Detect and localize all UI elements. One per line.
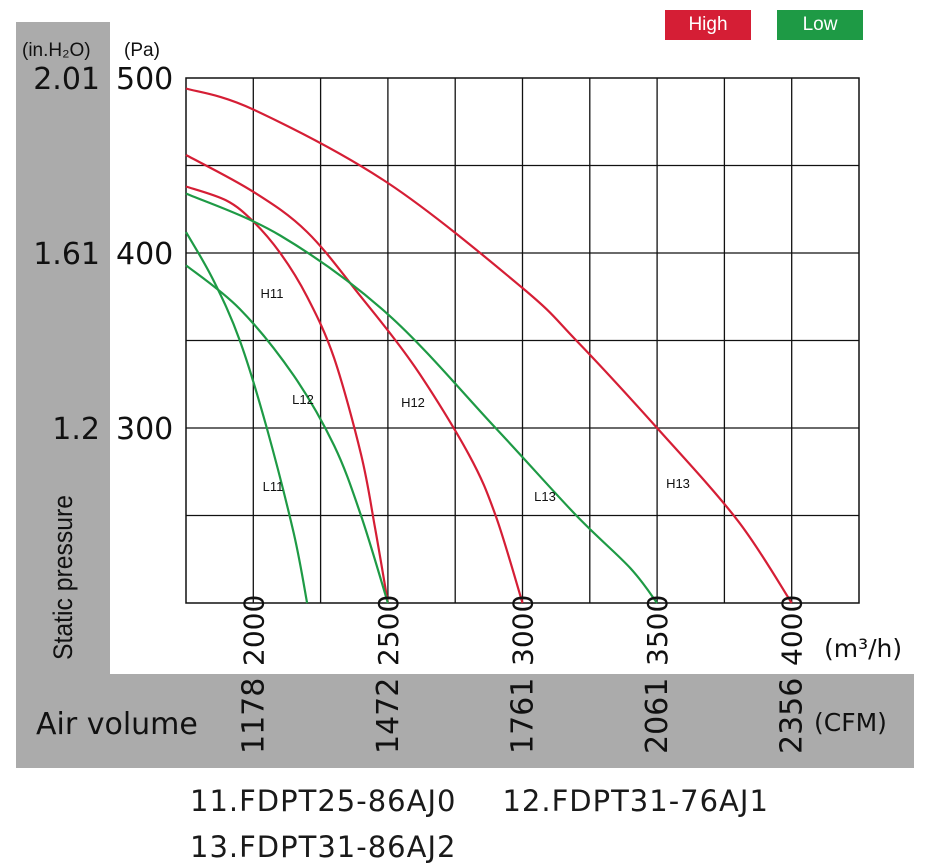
- inh2o-unit-label: (in.H₂O): [22, 40, 91, 61]
- model-list-row-1: 11.FDPT25-86AJ0 12.FDPT31-76AJ1: [190, 784, 769, 818]
- curve-h12: [185, 154, 524, 604]
- curve-label-h12: H12: [401, 395, 425, 410]
- y-tick-labels: 300 1.2 400 1.61 500 2.01: [33, 62, 173, 447]
- model-11: 11.FDPT25-86AJ0: [190, 784, 457, 818]
- x-tick-m3h-4000: 4000: [776, 595, 809, 666]
- y-tick-pa-500: 500: [116, 62, 173, 97]
- x-tick-cfm: 1472: [371, 678, 406, 754]
- curve-l11: [185, 231, 309, 604]
- y-axis-panel: [16, 22, 110, 768]
- curve-h11: [185, 185, 389, 604]
- air-volume-label: Air volume: [36, 707, 198, 742]
- curve-l12: [185, 264, 389, 604]
- static-pressure-label: Static pressure: [48, 495, 78, 660]
- curve-label-l12: L12: [292, 392, 314, 407]
- model-list-row-2: 13.FDPT31-86AJ2: [190, 830, 456, 864]
- curve-l13: [185, 192, 658, 604]
- y-tick-pa-400: 400: [116, 237, 173, 272]
- x-tick-m3h-3500: 3500: [641, 595, 674, 666]
- curves: [185, 87, 793, 604]
- y-tick-inh2o: 1.61: [33, 237, 100, 272]
- curve-labels: H11 H12 H13 L11 L12 L13: [261, 286, 690, 504]
- low-speed-legend: Low speed: [777, 10, 863, 65]
- y-tick-pa-300: 300: [116, 412, 173, 447]
- x-tick-cfm: 2356: [775, 678, 810, 754]
- curve-label-h11: H11: [261, 286, 284, 301]
- high-speed-legend: High speed: [665, 10, 751, 65]
- x-tick-labels: 2000 1178 2500 1472 3000 1761 3500 2061 4000 2356: [236, 595, 809, 754]
- curve-h13: [185, 87, 793, 604]
- curve-label-h13: H13: [666, 476, 690, 491]
- x-tick-m3h-2500: 2500: [372, 595, 405, 666]
- x-tick-m3h-3000: 3000: [507, 595, 540, 666]
- curve-label-l11: L11: [263, 479, 284, 494]
- grid: [186, 78, 859, 603]
- m3h-unit-label: (m³/h): [824, 634, 902, 663]
- y-tick-inh2o: 1.2: [52, 412, 100, 447]
- x-tick-m3h-2000: 2000: [237, 595, 270, 666]
- model-13: 13.FDPT31-86AJ2: [190, 830, 457, 864]
- model-12: 12.FDPT31-76AJ1: [502, 784, 769, 818]
- x-axis-panel: [16, 674, 914, 768]
- x-tick-cfm: 1761: [506, 678, 541, 754]
- cfm-unit-label: (CFM): [814, 708, 887, 737]
- pa-unit-label: (Pa): [124, 40, 160, 61]
- y-tick-inh2o: 2.01: [33, 62, 100, 97]
- x-tick-cfm: 2061: [640, 678, 675, 754]
- x-tick-cfm: 1178: [236, 678, 271, 754]
- curve-label-l13: L13: [534, 489, 556, 504]
